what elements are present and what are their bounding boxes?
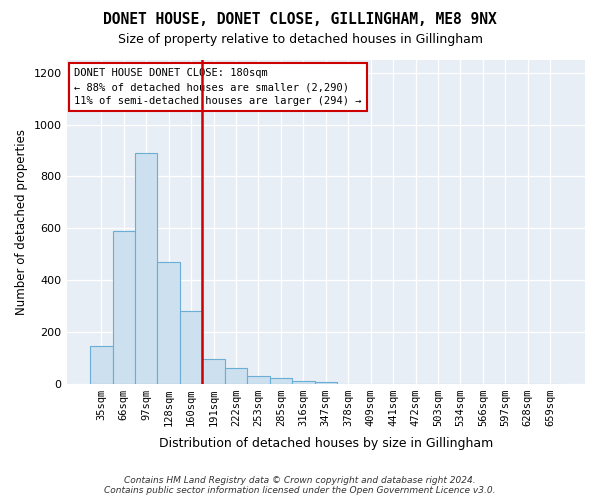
Text: DONET HOUSE, DONET CLOSE, GILLINGHAM, ME8 9NX: DONET HOUSE, DONET CLOSE, GILLINGHAM, ME… bbox=[103, 12, 497, 28]
Bar bbox=[202, 359, 225, 384]
Y-axis label: Number of detached properties: Number of detached properties bbox=[15, 129, 28, 315]
Bar bbox=[314, 382, 337, 384]
X-axis label: Distribution of detached houses by size in Gillingham: Distribution of detached houses by size … bbox=[158, 437, 493, 450]
Text: DONET HOUSE DONET CLOSE: 180sqm
← 88% of detached houses are smaller (2,290)
11%: DONET HOUSE DONET CLOSE: 180sqm ← 88% of… bbox=[74, 68, 362, 106]
Bar bbox=[180, 311, 202, 384]
Bar bbox=[157, 262, 180, 384]
Bar bbox=[135, 153, 157, 384]
Text: Contains HM Land Registry data © Crown copyright and database right 2024.
Contai: Contains HM Land Registry data © Crown c… bbox=[104, 476, 496, 495]
Bar bbox=[247, 376, 269, 384]
Bar bbox=[90, 346, 113, 384]
Text: Size of property relative to detached houses in Gillingham: Size of property relative to detached ho… bbox=[118, 32, 482, 46]
Bar bbox=[269, 378, 292, 384]
Bar bbox=[113, 231, 135, 384]
Bar bbox=[292, 381, 314, 384]
Bar bbox=[225, 368, 247, 384]
